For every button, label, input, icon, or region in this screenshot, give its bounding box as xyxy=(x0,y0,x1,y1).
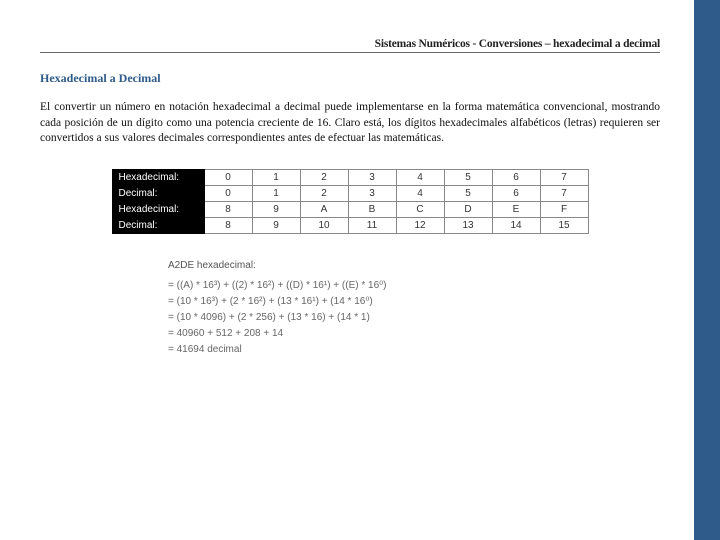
table-cell: F xyxy=(540,201,588,217)
calc-line: = (10 * 16³) + (2 * 16²) + (13 * 16¹) + … xyxy=(168,294,660,310)
calc-line: = ((A) * 16³) + ((2) * 16²) + ((D) * 16¹… xyxy=(168,278,660,294)
table-cell: 8 xyxy=(204,217,252,233)
table-cell: 7 xyxy=(540,169,588,185)
table-cell: 4 xyxy=(396,185,444,201)
table-cell: 0 xyxy=(204,169,252,185)
table-cell: A xyxy=(300,201,348,217)
table-cell: C xyxy=(396,201,444,217)
table-cell: 14 xyxy=(492,217,540,233)
table-cell: 3 xyxy=(348,185,396,201)
table-cell: 3 xyxy=(348,169,396,185)
table-cell: 9 xyxy=(252,217,300,233)
row-label: Hexadecimal: xyxy=(112,169,204,185)
calc-line: = (10 * 4096) + (2 * 256) + (13 * 16) + … xyxy=(168,310,660,326)
row-label: Decimal: xyxy=(112,185,204,201)
table-cell: B xyxy=(348,201,396,217)
page-header-title: Sistemas Numéricos - Conversiones – hexa… xyxy=(40,38,660,53)
table-row: Decimal: 8 9 10 11 12 13 14 15 xyxy=(112,217,588,233)
table-cell: 5 xyxy=(444,169,492,185)
table-cell: 0 xyxy=(204,185,252,201)
page: Sistemas Numéricos - Conversiones – hexa… xyxy=(0,0,720,540)
calc-line: = 40960 + 512 + 208 + 14 xyxy=(168,326,660,342)
table-cell: 10 xyxy=(300,217,348,233)
calculation-block: A2DE hexadecimal: = ((A) * 16³) + ((2) *… xyxy=(168,258,660,358)
calc-line: = 41694 decimal xyxy=(168,342,660,358)
table-cell: 11 xyxy=(348,217,396,233)
table-cell: 12 xyxy=(396,217,444,233)
table-cell: 6 xyxy=(492,185,540,201)
table-row: Hexadecimal: 0 1 2 3 4 5 6 7 xyxy=(112,169,588,185)
table-cell: 9 xyxy=(252,201,300,217)
table-cell: 8 xyxy=(204,201,252,217)
table-row: Decimal: 0 1 2 3 4 5 6 7 xyxy=(112,185,588,201)
body-paragraph: El convertir un número en notación hexad… xyxy=(40,100,660,147)
sidebar-accent xyxy=(694,0,720,540)
section-title: Hexadecimal a Decimal xyxy=(40,71,660,86)
hex-decimal-table: Hexadecimal: 0 1 2 3 4 5 6 7 Decimal: 0 … xyxy=(112,169,589,234)
table-cell: 1 xyxy=(252,169,300,185)
row-label: Decimal: xyxy=(112,217,204,233)
table-cell: 13 xyxy=(444,217,492,233)
table-cell: 2 xyxy=(300,169,348,185)
content-area: Sistemas Numéricos - Conversiones – hexa… xyxy=(0,0,694,378)
table-cell: 4 xyxy=(396,169,444,185)
table-cell: D xyxy=(444,201,492,217)
table-cell: 2 xyxy=(300,185,348,201)
table-cell: 1 xyxy=(252,185,300,201)
row-label: Hexadecimal: xyxy=(112,201,204,217)
calc-title: A2DE hexadecimal: xyxy=(168,258,660,274)
table-cell: 7 xyxy=(540,185,588,201)
table-cell: 15 xyxy=(540,217,588,233)
table-cell: 6 xyxy=(492,169,540,185)
table-cell: E xyxy=(492,201,540,217)
table-row: Hexadecimal: 8 9 A B C D E F xyxy=(112,201,588,217)
table-cell: 5 xyxy=(444,185,492,201)
